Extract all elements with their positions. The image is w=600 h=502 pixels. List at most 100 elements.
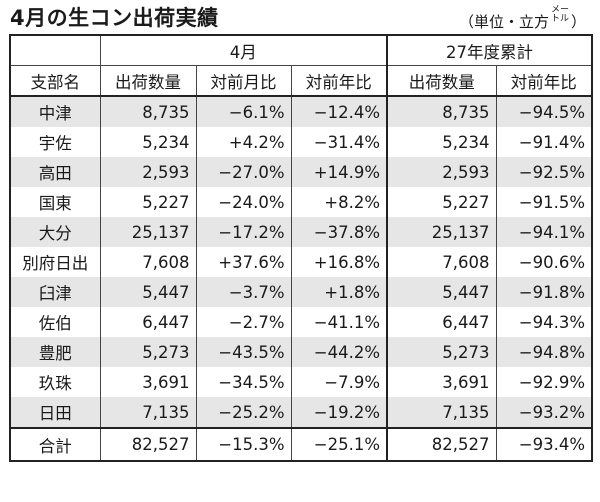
cell-month-vs-prev-month: −24.0%: [195, 187, 292, 217]
cell-month-quantity: 25,137: [99, 217, 197, 247]
table-row: 臼津 5,447 −3.7% +1.8% 5,447 −91.8%: [9, 277, 593, 307]
header-cumulative-quantity: 出荷数量: [386, 65, 497, 97]
cell-cumulative-quantity: 7,608: [386, 247, 497, 277]
header-cumulative-vs-prev-year: 対前年比: [495, 65, 593, 97]
header-cumulative-group: 27年度累計: [386, 34, 593, 66]
cell-cumulative-vs-prev-year: −91.4%: [495, 127, 593, 157]
cell-month-quantity: 5,273: [99, 337, 197, 367]
cell-cumulative-quantity: 2,593: [386, 157, 497, 187]
cell-month-vs-prev-year: +8.2%: [290, 187, 388, 217]
cell-cumulative-quantity: 6,447: [386, 307, 497, 337]
cell-branch-name: 大分: [9, 217, 101, 247]
cell-cumulative-vs-prev-year: −92.5%: [495, 157, 593, 187]
total-cumulative-vs-prev-year: −93.4%: [495, 427, 593, 462]
group-header-row: 4月 27年度累計: [9, 34, 593, 66]
cell-month-vs-prev-month: −43.5%: [195, 337, 292, 367]
table-row: 玖珠 3,691 −34.5% −7.9% 3,691 −92.9%: [9, 367, 593, 397]
cell-month-vs-prev-year: +16.8%: [290, 247, 388, 277]
cell-cumulative-vs-prev-year: −94.5%: [495, 96, 593, 127]
unit-meter-top: メー: [550, 5, 569, 15]
cell-cumulative-quantity: 25,137: [386, 217, 497, 247]
cell-month-quantity: 7,135: [99, 397, 197, 428]
cell-month-quantity: 2,593: [99, 157, 197, 187]
cell-cumulative-quantity: 5,273: [386, 337, 497, 367]
cell-month-vs-prev-month: −27.0%: [195, 157, 292, 187]
cell-month-quantity: 8,735: [99, 96, 197, 127]
total-branch-name: 合計: [9, 427, 101, 462]
total-row: 合計 82,527 −15.3% −25.1% 82,527 −93.4%: [9, 427, 593, 462]
cell-month-vs-prev-month: +37.6%: [195, 247, 292, 277]
cell-cumulative-vs-prev-year: −90.6%: [495, 247, 593, 277]
cell-cumulative-vs-prev-year: −91.8%: [495, 277, 593, 307]
page-title: 4月の生コン出荷実績: [10, 6, 219, 30]
cell-cumulative-vs-prev-year: −94.3%: [495, 307, 593, 337]
cell-cumulative-quantity: 5,234: [386, 127, 497, 157]
cell-month-vs-prev-year: −12.4%: [290, 96, 388, 127]
cell-month-vs-prev-month: −2.7%: [195, 307, 292, 337]
unit-meter: メー トル: [549, 6, 571, 24]
cell-month-quantity: 7,608: [99, 247, 197, 277]
cell-month-quantity: 5,227: [99, 187, 197, 217]
cell-month-vs-prev-month: −6.1%: [195, 96, 292, 127]
cell-branch-name: 国東: [9, 187, 101, 217]
cell-branch-name: 豊肥: [9, 337, 101, 367]
cell-month-vs-prev-year: −7.9%: [290, 367, 388, 397]
cell-month-vs-prev-year: −19.2%: [290, 397, 388, 428]
table-row: 中津 8,735 −6.1% −12.4% 8,735 −94.5%: [9, 96, 593, 127]
cell-month-vs-prev-year: −44.2%: [290, 337, 388, 367]
cell-branch-name: 臼津: [9, 277, 101, 307]
header-month-vs-prev-month: 対前月比: [195, 65, 292, 97]
cell-branch-name: 日田: [9, 397, 101, 428]
table-row: 宇佐 5,234 +4.2% −31.4% 5,234 −91.4%: [9, 127, 593, 157]
unit-note: （単位・立方メー トル）: [459, 6, 586, 32]
cell-branch-name: 玖珠: [9, 367, 101, 397]
header-month-vs-prev-year: 対前年比: [290, 65, 388, 97]
cell-month-vs-prev-year: −31.4%: [290, 127, 388, 157]
cell-cumulative-quantity: 7,135: [386, 397, 497, 428]
cell-cumulative-quantity: 5,447: [386, 277, 497, 307]
table-row: 佐伯 6,447 −2.7% −41.1% 6,447 −94.3%: [9, 307, 593, 337]
column-header-row: 支部名 出荷数量 対前月比 対前年比 出荷数量 対前年比: [9, 65, 593, 97]
table-row: 豊肥 5,273 −43.5% −44.2% 5,273 −94.8%: [9, 337, 593, 367]
cell-cumulative-vs-prev-year: −92.9%: [495, 367, 593, 397]
total-month-quantity: 82,527: [99, 427, 197, 462]
cell-month-vs-prev-month: −17.2%: [195, 217, 292, 247]
cell-cumulative-vs-prev-year: −91.5%: [495, 187, 593, 217]
total-month-vs-prev-month: −15.3%: [195, 427, 292, 462]
cell-cumulative-vs-prev-year: −94.1%: [495, 217, 593, 247]
table-row: 高田 2,593 −27.0% +14.9% 2,593 −92.5%: [9, 157, 593, 187]
cell-month-vs-prev-year: −37.8%: [290, 217, 388, 247]
cell-cumulative-quantity: 8,735: [386, 96, 497, 127]
unit-prefix: （単位・立方: [458, 13, 549, 31]
table-row: 別府日出 7,608 +37.6% +16.8% 7,608 −90.6%: [9, 247, 593, 277]
total-month-vs-prev-year: −25.1%: [290, 427, 388, 462]
cell-branch-name: 宇佐: [9, 127, 101, 157]
header-blank: [9, 34, 101, 66]
cell-month-vs-prev-year: +14.9%: [290, 157, 388, 187]
shipment-table: 4月 27年度累計 支部名 出荷数量 対前月比 対前年比 出荷数量 対前年比 中…: [9, 34, 593, 462]
cell-month-vs-prev-year: +1.8%: [290, 277, 388, 307]
cell-branch-name: 別府日出: [9, 247, 101, 277]
cell-month-quantity: 6,447: [99, 307, 197, 337]
table-row: 国東 5,227 −24.0% +8.2% 5,227 −91.5%: [9, 187, 593, 217]
header-month-quantity: 出荷数量: [99, 65, 197, 97]
cell-cumulative-vs-prev-year: −94.8%: [495, 337, 593, 367]
total-cumulative-quantity: 82,527: [386, 427, 497, 462]
cell-cumulative-quantity: 3,691: [386, 367, 497, 397]
unit-suffix: ）: [570, 13, 586, 31]
cell-month-vs-prev-month: −3.7%: [195, 277, 292, 307]
cell-month-vs-prev-month: +4.2%: [195, 127, 292, 157]
cell-month-vs-prev-year: −41.1%: [290, 307, 388, 337]
cell-month-quantity: 5,234: [99, 127, 197, 157]
cell-month-quantity: 3,691: [99, 367, 197, 397]
cell-branch-name: 中津: [9, 96, 101, 127]
cell-branch-name: 高田: [9, 157, 101, 187]
cell-cumulative-quantity: 5,227: [386, 187, 497, 217]
cell-month-quantity: 5,447: [99, 277, 197, 307]
cell-month-vs-prev-month: −34.5%: [195, 367, 292, 397]
unit-meter-bottom: トル: [550, 14, 569, 24]
cell-month-vs-prev-month: −25.2%: [195, 397, 292, 428]
table-row: 大分 25,137 −17.2% −37.8% 25,137 −94.1%: [9, 217, 593, 247]
table-row: 日田 7,135 −25.2% −19.2% 7,135 −93.2%: [9, 397, 593, 428]
header-branch: 支部名: [9, 65, 101, 97]
